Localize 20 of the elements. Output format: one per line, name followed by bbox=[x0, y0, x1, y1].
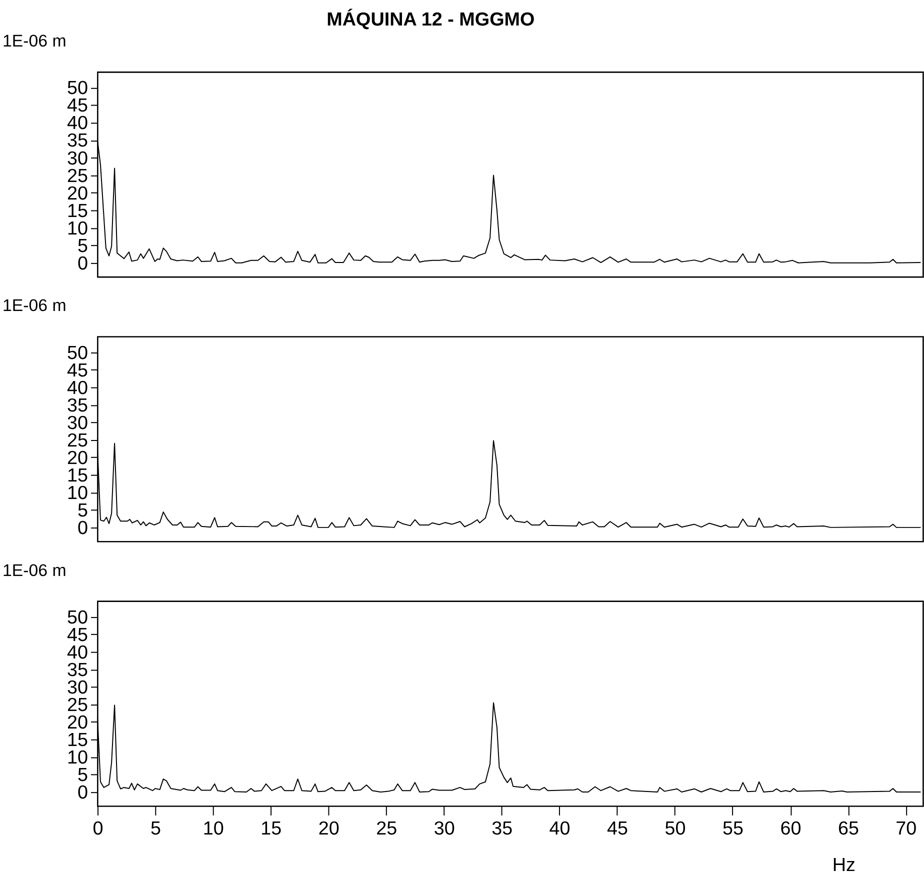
x-tick-label: 45 bbox=[607, 818, 628, 840]
x-tick-label: 30 bbox=[434, 818, 455, 840]
x-tick-label: 5 bbox=[150, 818, 161, 840]
x-tick-label: 10 bbox=[202, 818, 224, 840]
y-axis-title: 1E-06 m bbox=[2, 296, 66, 316]
x-tick-label: 15 bbox=[260, 818, 282, 840]
y-axis-title: 1E-06 m bbox=[2, 560, 66, 580]
chart-title: MÁQUINA 12 - MGGMO bbox=[326, 8, 535, 31]
x-tick-label: 60 bbox=[780, 818, 802, 840]
x-tick-label: 40 bbox=[549, 818, 570, 840]
x-tick-label: 65 bbox=[838, 818, 859, 840]
x-tick-label: 55 bbox=[722, 818, 744, 840]
y-axis-title: 1E-06 m bbox=[2, 32, 66, 51]
x-tick-label: 35 bbox=[492, 818, 513, 840]
x-tick-label: 20 bbox=[318, 818, 340, 840]
x-tick-label: 70 bbox=[896, 818, 917, 840]
x-tick-label: 50 bbox=[664, 818, 686, 840]
x-axis-title: Hz bbox=[832, 855, 856, 876]
x-tick-label: 25 bbox=[376, 818, 398, 840]
x-tick-label: 0 bbox=[92, 818, 104, 840]
